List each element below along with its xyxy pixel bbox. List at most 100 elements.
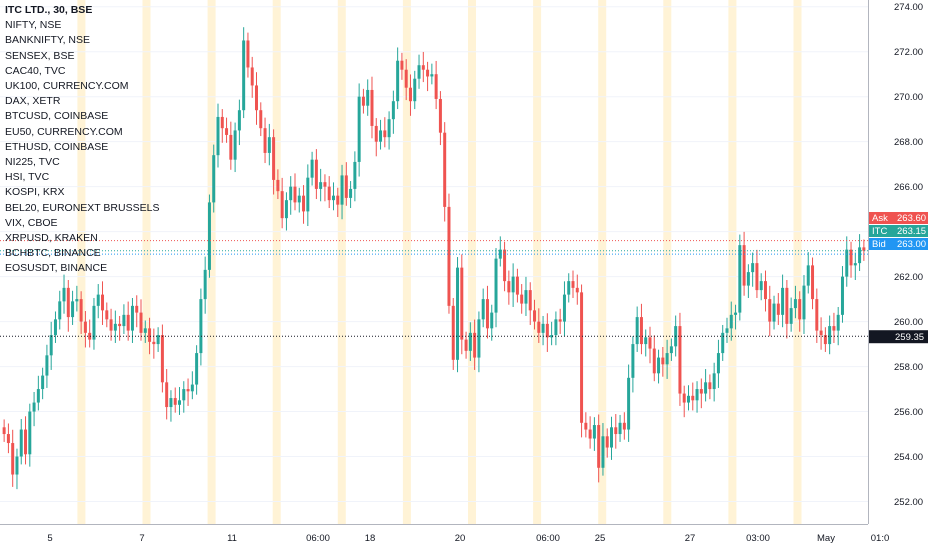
price-tag-label-bg — [869, 238, 895, 250]
candle-body — [644, 337, 648, 345]
legend-symbol[interactable]: NIFTY, NSE — [5, 19, 62, 32]
candle-body — [310, 159, 314, 178]
candle-body — [408, 87, 412, 102]
candle-body — [229, 134, 233, 160]
candle-body — [635, 317, 639, 345]
session-band — [402, 0, 411, 524]
candle-body — [451, 305, 455, 360]
candle-body — [374, 125, 378, 142]
legend-symbol[interactable]: DAX, XETR — [5, 95, 61, 108]
candle-body — [503, 249, 507, 282]
price-tick-label: 252.00 — [894, 497, 923, 508]
candle-body — [383, 130, 387, 138]
time-tick-label: 18 — [365, 533, 376, 544]
candle-body — [828, 326, 832, 345]
candle-body — [212, 155, 216, 203]
legend-symbol[interactable]: EOSUSDT, BINANCE — [5, 262, 108, 275]
session-band — [207, 0, 216, 524]
candle-body — [250, 67, 254, 86]
candle-body — [725, 328, 729, 333]
candle-body — [101, 294, 105, 311]
candle-body — [610, 427, 614, 448]
legend-symbol[interactable]: HSI, TVC — [5, 171, 50, 184]
candle-body — [524, 290, 528, 304]
candle-body — [434, 74, 438, 99]
price-tick-label: 256.00 — [894, 407, 923, 418]
candle-body — [15, 456, 19, 475]
candle-body — [567, 281, 571, 295]
candle-body — [661, 357, 665, 365]
candle-body — [186, 389, 190, 392]
legend-symbol[interactable]: CAC40, TVC — [5, 64, 66, 77]
candle-body — [306, 177, 310, 212]
price-axis[interactable]: 252.00254.00256.00258.00260.00262.00264.… — [894, 2, 923, 508]
candle-body — [438, 98, 442, 133]
candle-body — [691, 395, 695, 401]
candle-body — [319, 182, 323, 189]
candle-body — [340, 175, 344, 205]
price-tag-value: 263.15 — [897, 226, 926, 237]
candle-body — [498, 249, 502, 259]
candle-body — [669, 346, 673, 354]
candle-body — [379, 130, 383, 142]
candle-body — [88, 332, 92, 340]
candle-body — [729, 314, 733, 329]
session-band — [663, 0, 672, 524]
candle-body — [447, 206, 451, 306]
legend-title[interactable]: ITC LTD., 30, BSE — [5, 4, 93, 16]
candle-body — [79, 299, 83, 322]
price-tick-label: 272.00 — [894, 47, 923, 58]
candle-body — [738, 245, 742, 313]
legend-symbol[interactable]: XRPUSD, KRAKEN — [5, 232, 98, 245]
candle-body — [135, 305, 139, 313]
legend-symbol[interactable]: EU50, CURRENCY.COM — [5, 125, 123, 138]
candle-body — [858, 247, 862, 264]
price-tick-label: 274.00 — [894, 2, 923, 13]
time-axis[interactable]: 5 7 11 06:00 18 20 06:00 25 27 03:00 May 01:0 — [47, 533, 889, 544]
candle-body — [11, 443, 15, 475]
legend-symbol[interactable]: UK100, CURRENCY.COM — [5, 80, 129, 93]
candle-body — [798, 299, 802, 320]
candle-body — [421, 65, 425, 70]
legend-symbol[interactable]: BEL20, EURONEXT BRUSSELS — [5, 201, 160, 214]
candle-body — [571, 281, 575, 288]
price-tag-label: ITC — [872, 226, 887, 237]
legend-symbol[interactable]: BTCUSD, COINBASE — [5, 110, 109, 123]
candle-body — [280, 191, 284, 219]
candle-body — [468, 332, 472, 351]
price-tag-value: 263.60 — [897, 213, 926, 224]
legend-symbol[interactable]: KOSPI, KRX — [5, 186, 65, 199]
candle-body — [588, 429, 592, 439]
legend-symbol[interactable]: BCHBTC, BINANCE — [5, 247, 101, 260]
candle-body — [361, 96, 365, 106]
time-tick-label: 06:00 — [536, 533, 560, 544]
candle-body — [92, 305, 96, 340]
candle-body — [49, 335, 53, 356]
candle-body — [695, 389, 699, 401]
legend-symbol[interactable]: ETHUSD, COINBASE — [5, 140, 109, 153]
candle-body — [139, 312, 143, 333]
session-bands — [77, 0, 802, 524]
candle-body — [126, 314, 130, 331]
price-lines — [0, 240, 868, 337]
candle-body — [413, 78, 417, 102]
candle-body — [32, 402, 36, 412]
legend-symbol[interactable]: SENSEX, BSE — [5, 49, 75, 62]
candle-body — [36, 389, 40, 403]
legend-symbol[interactable]: BANKNIFTY, NSE — [5, 34, 90, 47]
candle-body — [592, 425, 596, 439]
candle-body — [550, 335, 554, 338]
candle-body — [58, 301, 62, 320]
candle-body — [515, 276, 519, 295]
candle-body — [263, 128, 267, 153]
candle-body — [485, 299, 489, 329]
legend-symbol[interactable]: NI225, TVC — [5, 156, 60, 169]
candle-series — [2, 27, 866, 490]
candle-body — [430, 74, 434, 77]
candle-body — [6, 434, 10, 444]
candle-body — [53, 319, 57, 336]
price-tag-value-bg — [895, 225, 928, 237]
grid-lines — [0, 6, 868, 503]
legend-symbol[interactable]: VIX, CBOE — [5, 216, 58, 229]
